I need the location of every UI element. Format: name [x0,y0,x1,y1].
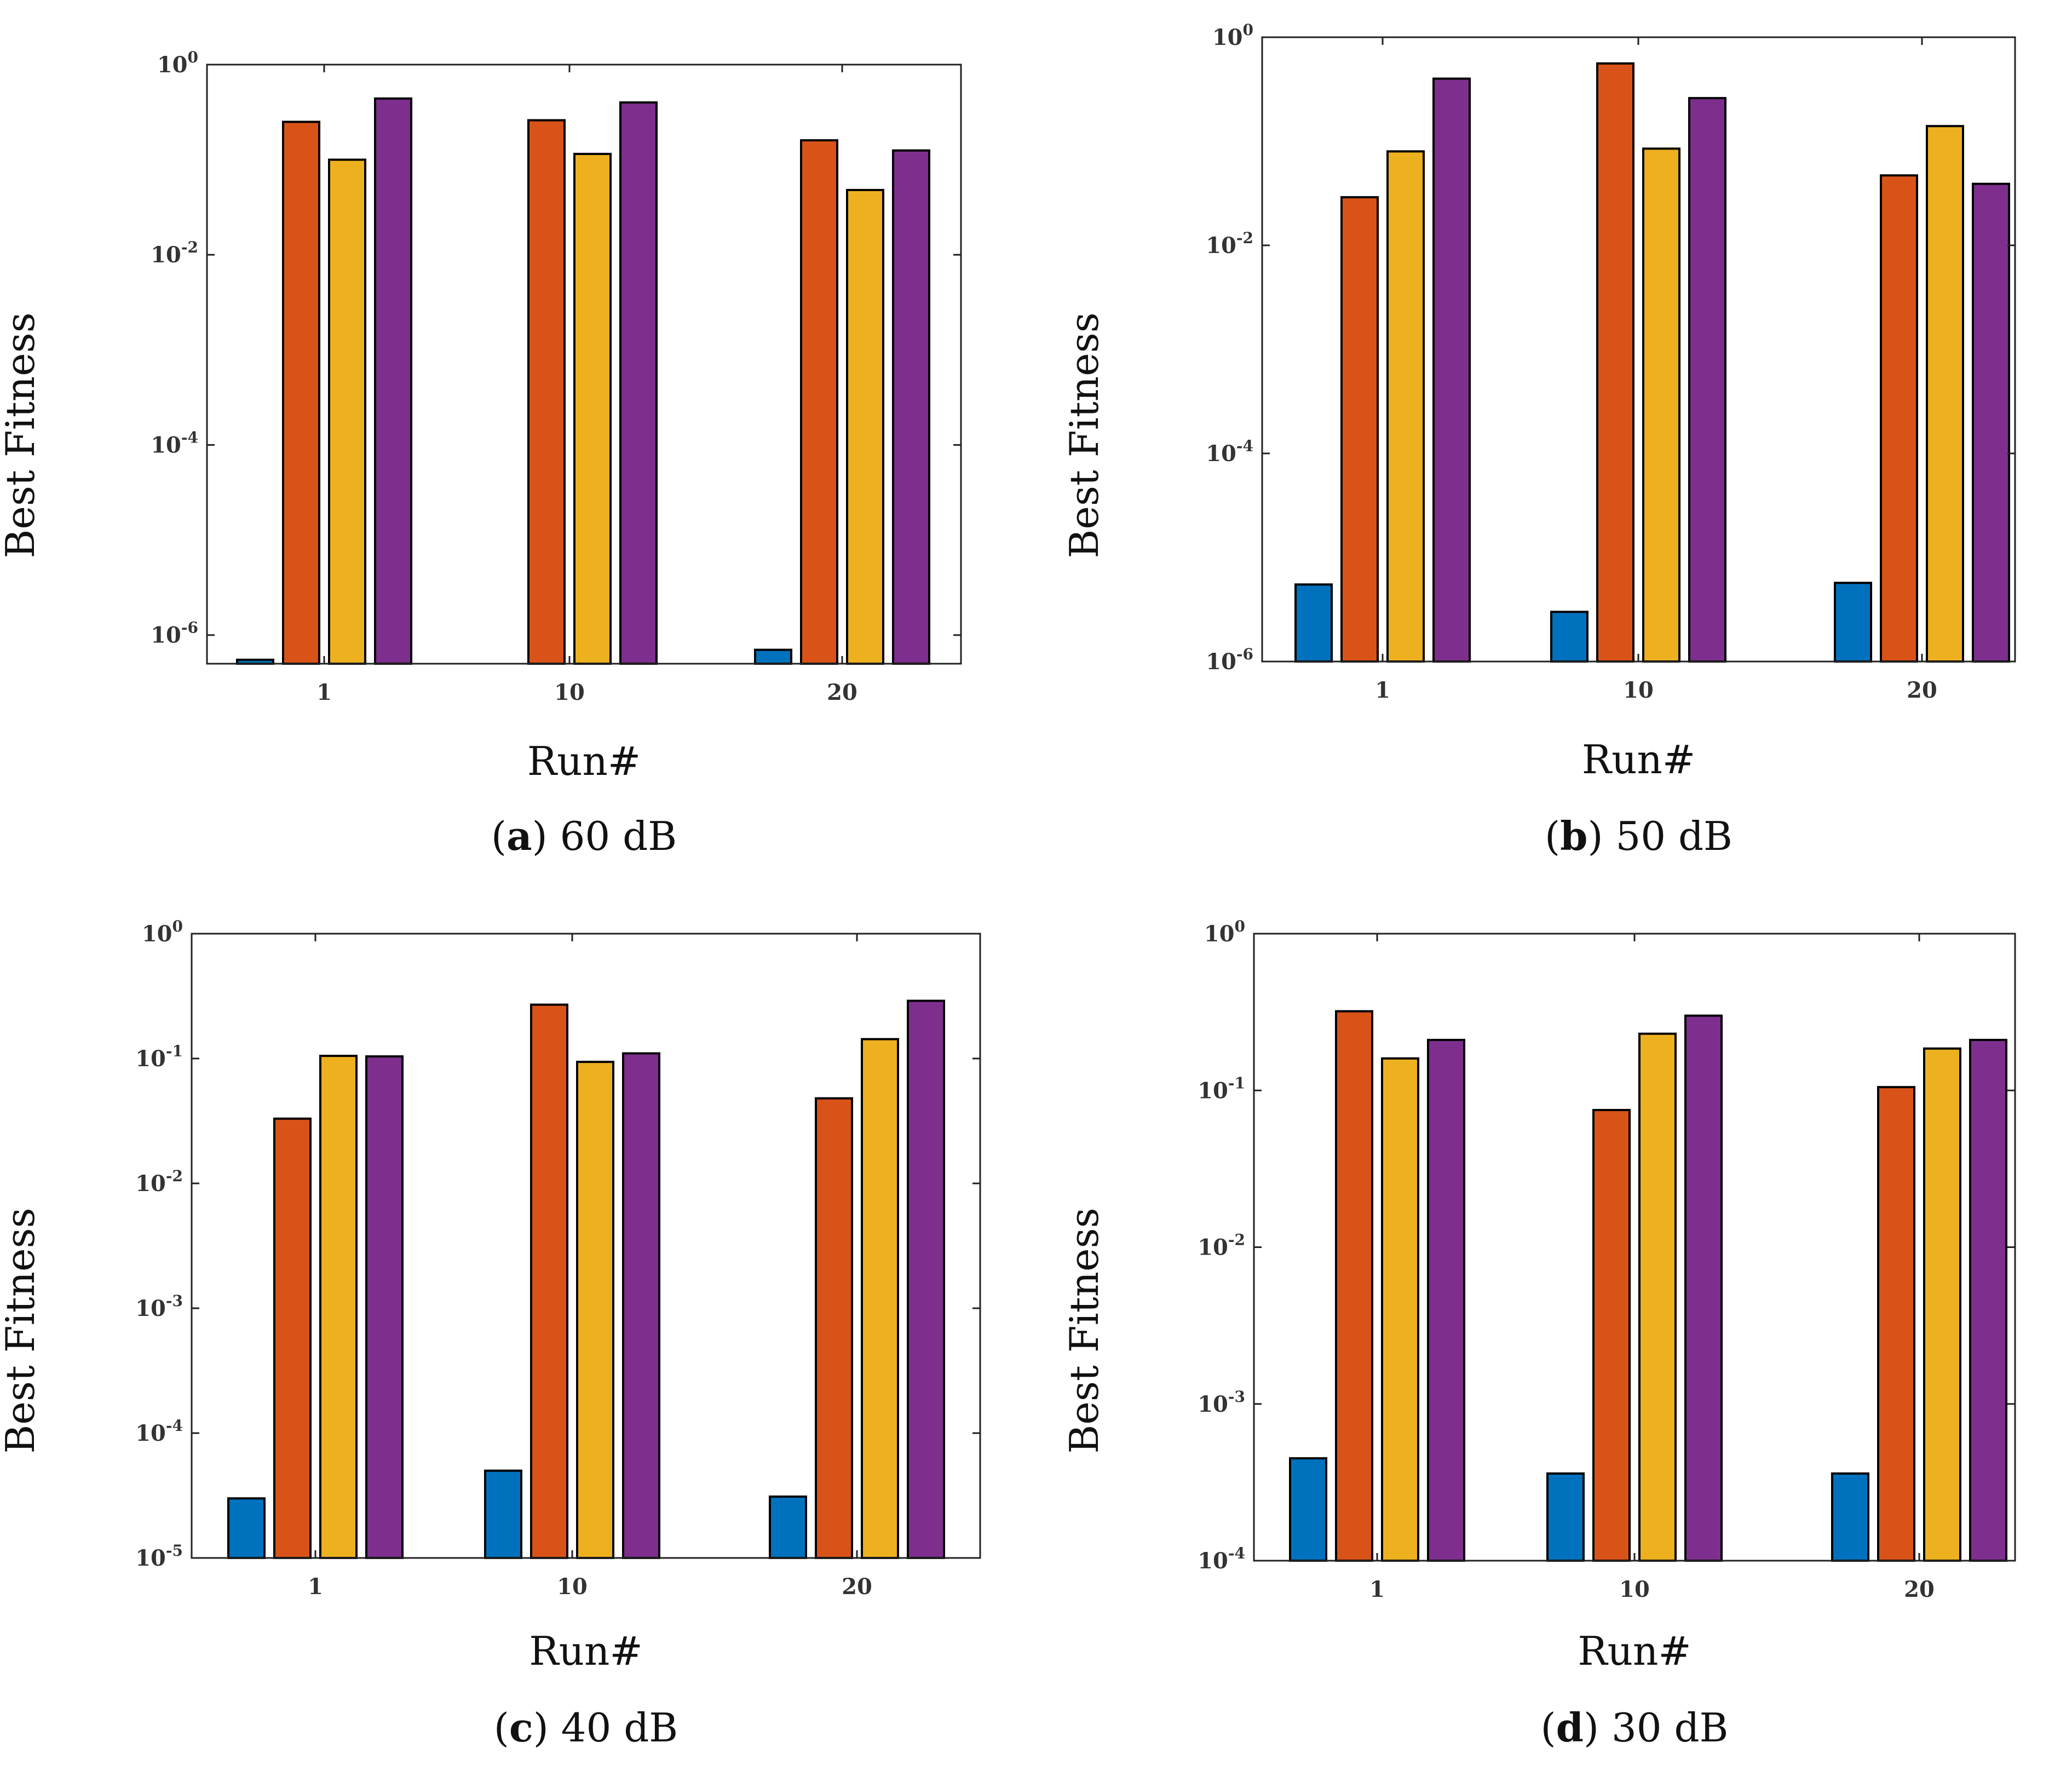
bar-series-1-run-20 [769,1495,807,1559]
panel-caption: (a) 60 dB [491,813,677,859]
x-axis-label: Run# [527,738,641,784]
bar-series-2-run-1 [1335,1010,1373,1562]
bar-series-3-run-20 [846,188,884,665]
y-tick-label: 10-4 [135,1417,183,1446]
y-tick-label: 10-2 [1198,1231,1245,1261]
bar-series-1-run-10 [1550,611,1588,663]
bar-series-3-run-20 [1923,1047,1961,1562]
x-tick-label: 1 [1369,1577,1385,1602]
bar-series-1-run-10 [484,1469,522,1559]
bar-series-4-run-1 [1432,77,1471,663]
bar-series-3-run-1 [1381,1057,1419,1562]
x-axis-label: Run# [1578,1628,1691,1674]
y-tick-label: 100 [157,48,198,78]
y-axis-label: Best Fitness [0,1207,43,1453]
bar-series-1-run-20 [754,648,792,665]
panel-caption: (d) 30 dB [1541,1704,1729,1751]
y-tick-label: 10-6 [1206,645,1253,675]
y-tick-label: 100 [142,917,183,947]
bar-series-4-run-20 [907,999,945,1559]
bar-series-3-run-10 [1642,147,1680,663]
panel-caption: (b) 50 dB [1545,813,1733,859]
x-axis-label: Run# [1582,737,1695,783]
bar-series-3-run-10 [576,1061,614,1559]
y-tick-label: 10-6 [151,619,198,648]
bar-series-1-run-20 [1834,582,1872,663]
bar-series-2-run-20 [815,1097,853,1559]
x-tick-label: 10 [554,680,585,705]
y-tick-label: 100 [1212,21,1253,50]
bar-series-3-run-20 [861,1038,899,1559]
x-tick-label: 1 [1375,677,1390,703]
bar-series-2-run-20 [1880,174,1918,663]
y-tick-label: 10-1 [135,1042,183,1072]
y-tick-label: 10-2 [135,1167,183,1197]
x-tick-label: 20 [1907,677,1937,703]
panel-caption: (c) 40 dB [494,1704,678,1751]
bar-series-4-run-10 [1688,97,1726,663]
y-tick-label: 10-1 [1198,1074,1245,1103]
bar-series-2-run-10 [1592,1109,1631,1562]
bar-series-1-run-1 [227,1497,266,1559]
y-tick-label: 10-4 [1198,1544,1245,1574]
bar-series-4-run-10 [1684,1014,1723,1562]
bar-series-2-run-10 [1596,62,1634,663]
y-tick-label: 10-4 [151,428,198,458]
bar-series-2-run-10 [530,1003,568,1559]
y-tick-label: 10-2 [151,238,198,268]
x-tick-label: 10 [1619,1577,1650,1602]
bar-series-2-run-20 [800,139,838,665]
bar-series-4-run-1 [374,97,412,665]
bar-series-4-run-10 [619,101,658,665]
bar-series-4-run-1 [1427,1039,1465,1562]
y-tick-label: 10-5 [135,1542,183,1571]
x-tick-label: 20 [827,680,857,705]
bar-series-4-run-10 [622,1052,660,1560]
x-tick-label: 1 [308,1574,323,1600]
x-tick-label: 10 [557,1574,588,1600]
x-axis-label: Run# [529,1628,642,1674]
chart-panel-c: 100 10-1 10-2 10-3 10-4 10-5 1 10 20 Best Fitness… [0,917,981,1751]
bar-series-3-run-10 [573,153,612,665]
bar-series-3-run-1 [319,1055,358,1559]
x-tick-label: 1 [316,680,332,705]
bar-series-2-run-1 [282,120,320,665]
bar-series-3-run-10 [1638,1032,1677,1562]
bar-series-1-run-1 [1294,583,1333,663]
bar-series-3-run-1 [1386,150,1425,663]
y-axis-label: Best Fitness [1061,312,1107,558]
y-tick-label: 10-4 [1206,437,1253,467]
chart-panel-b: 100 10-2 10-4 10-6 1 10 20 Best Fitness Run# (b) … [1061,21,2016,859]
bar-series-2-run-1 [273,1117,312,1559]
y-tick-label: 10-3 [135,1292,183,1321]
bar-series-4-run-20 [1969,1039,2007,1562]
y-tick-label: 10-2 [1206,229,1253,258]
y-tick-label: 100 [1204,917,1245,947]
y-tick-label: 10-3 [1198,1388,1245,1417]
bar-series-1-run-10 [1546,1472,1585,1562]
bar-series-4-run-20 [1972,182,2010,663]
bar-series-2-run-10 [527,119,566,665]
bar-series-2-run-20 [1877,1086,1915,1562]
bar-series-3-run-20 [1926,125,1964,663]
bar-series-4-run-20 [892,149,930,665]
chart-panel-a: 100 10-2 10-4 10-6 1 10 20 Best Fitness Run# (a) … [0,48,962,859]
bar-series-1-run-20 [1831,1472,1869,1562]
chart-panel-d: 100 10-1 10-2 10-3 10-4 1 10 20 Best Fitness Run#… [1061,917,2016,1751]
x-tick-label: 20 [842,1574,872,1600]
y-axis-label: Best Fitness [0,312,43,558]
bar-series-1-run-1 [1289,1457,1327,1562]
bar-series-4-run-1 [365,1055,404,1560]
bar-series-2-run-1 [1340,196,1379,663]
axes-box [206,64,962,665]
x-tick-label: 10 [1623,677,1654,703]
y-axis-label: Best Fitness [1061,1207,1107,1453]
x-tick-label: 20 [1904,1577,1935,1602]
axes-box [191,933,981,1559]
bar-series-3-run-1 [328,158,366,665]
